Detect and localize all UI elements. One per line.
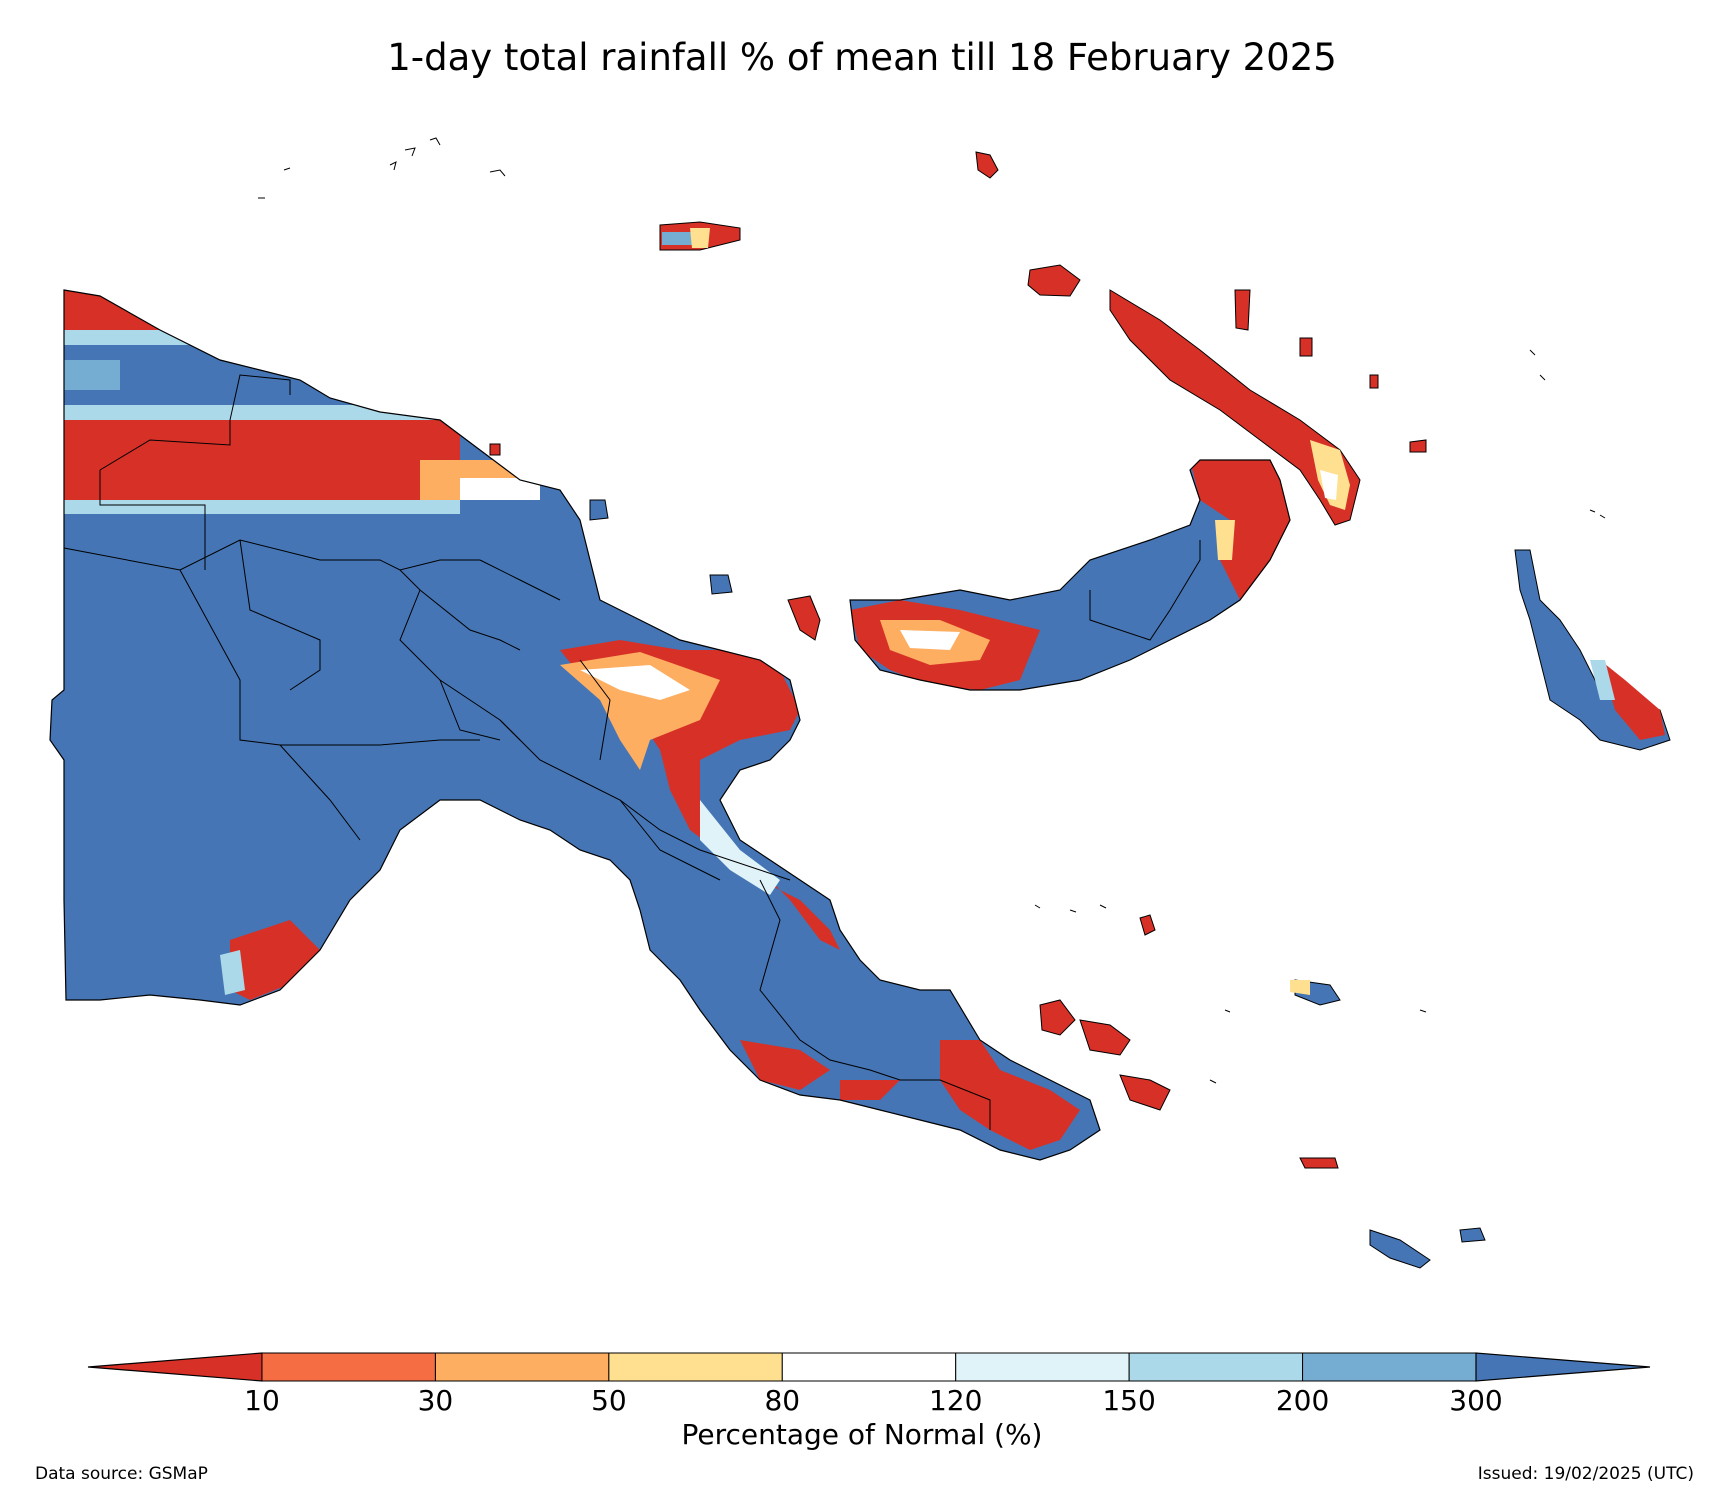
colorbar-label: Percentage of Normal (%) [681,1418,1043,1451]
colorbar-bin [955,1352,1130,1382]
colorbar-bin [1302,1352,1477,1382]
mainland-coastline [49,289,1101,1161]
new-britain-coastline [849,459,1291,691]
colorbar-under-triangle [87,1352,263,1382]
colorbar-bin [261,1352,436,1382]
issued-date: Issued: 19/02/2025 (UTC) [1477,1464,1694,1484]
colorbar-tick: 120 [928,1384,983,1417]
page-title: 1-day total rainfall % of mean till 18 F… [387,36,1337,79]
islands-rainfall [489,151,1671,1269]
small-islands [258,137,1606,1084]
colorbar-bins [261,1352,1477,1382]
colorbar-bin [608,1352,783,1382]
data-source-note: Data source: GSMaP [35,1464,208,1484]
colorbar-tick: 50 [591,1384,627,1417]
colorbar-tick: 30 [417,1384,454,1417]
colorbar-tick: 150 [1102,1384,1156,1417]
province-boundaries [63,374,1201,1130]
colorbar-over-triangle [1475,1352,1651,1382]
colorbar-tick: 10 [244,1384,280,1417]
colorbar-tick: 80 [764,1384,801,1417]
colorbar-tick: 300 [1449,1384,1503,1417]
colorbar-bin [1128,1352,1304,1382]
colorbar-bin [434,1352,610,1382]
colorbar-tick: 200 [1275,1384,1330,1417]
colorbar-bin [781,1352,957,1382]
